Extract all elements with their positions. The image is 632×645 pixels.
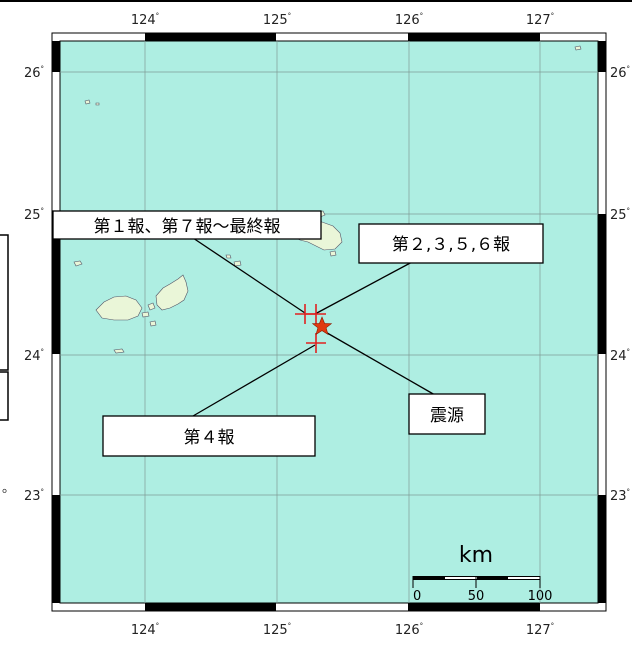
lat-tick-25-right: 25° — [610, 207, 630, 223]
lat-tick-25-left: 25° — [24, 207, 44, 223]
lat-tick-23-left: 23° — [24, 488, 44, 504]
lat-ticks-right: 26° 25° 24° 23° — [610, 65, 630, 504]
sea-area — [60, 41, 598, 603]
lon-tick-127-bottom: 127° — [526, 622, 554, 638]
scale-unit: km — [459, 543, 493, 568]
lon-tick-125-bottom: 125° — [263, 622, 291, 638]
lon-tick-124-top: 124° — [131, 12, 159, 28]
senkaku-1 — [84, 99, 91, 105]
lon-tick-124-bottom: 124° — [131, 622, 159, 638]
callout-report-2356-label: 第２,３,５,６報 — [392, 235, 510, 255]
left-page-fragment — [0, 234, 9, 421]
leader-lines — [192, 237, 436, 417]
lon-tick-126-top: 126° — [395, 12, 423, 28]
kurima-island — [329, 250, 337, 257]
left-edge-mark: 。 — [2, 481, 15, 496]
lon-ticks-top: 124° 125° 126° 127° — [131, 12, 554, 28]
tarama-island — [233, 260, 242, 267]
callout-report-4-label: 第４報 — [184, 428, 235, 448]
iriomote-island — [95, 295, 143, 321]
callout-report-1-7-final-label: 第１報、第７報〜最終報 — [94, 217, 281, 237]
callout-epicenter: 震源 — [408, 393, 486, 435]
callout-report-4: 第４報 — [102, 415, 316, 457]
callout-epicenter-label: 震源 — [430, 406, 464, 426]
marker-report-4 — [306, 333, 326, 353]
lon-tick-126-bottom: 126° — [395, 622, 423, 638]
map-frame — [51, 32, 607, 612]
lat-tick-26-left: 26° — [24, 65, 44, 81]
taketomi-island — [147, 302, 156, 311]
report-markers — [295, 304, 326, 353]
kuroshima-island — [149, 320, 157, 327]
scale-label-0: 0 — [413, 589, 421, 604]
ishigaki-island — [155, 274, 189, 311]
scale-label-50: 50 — [468, 589, 485, 604]
lat-tick-26-right: 26° — [610, 65, 630, 81]
yonaguni-island — [73, 260, 83, 267]
senkaku-3 — [574, 45, 582, 51]
kohama-island — [141, 311, 150, 318]
lon-tick-125-top: 125° — [263, 12, 291, 28]
callout-report-1-7-final: 第１報、第７報〜最終報 — [52, 210, 322, 240]
lon-ticks-bottom: 124° 125° 126° 127° — [131, 622, 554, 638]
lat-tick-23-right: 23° — [610, 488, 630, 504]
lon-tick-127-top: 127° — [526, 12, 554, 28]
lat-ticks-left: 26° 25° 24° 23° — [24, 65, 44, 504]
scale-bar: km 0 50 100 — [412, 543, 553, 604]
lat-tick-24-left: 24° — [24, 348, 44, 364]
hateruma-island — [113, 348, 125, 354]
marker-report-2356 — [306, 304, 326, 324]
senkaku-2 — [95, 102, 100, 106]
lat-tick-24-right: 24° — [610, 348, 630, 364]
scale-label-100: 100 — [528, 589, 553, 604]
callout-report-2356: 第２,３,５,６報 — [358, 223, 544, 264]
minna-island — [225, 254, 232, 259]
graticule — [60, 41, 598, 603]
epicenter-star — [311, 316, 333, 336]
